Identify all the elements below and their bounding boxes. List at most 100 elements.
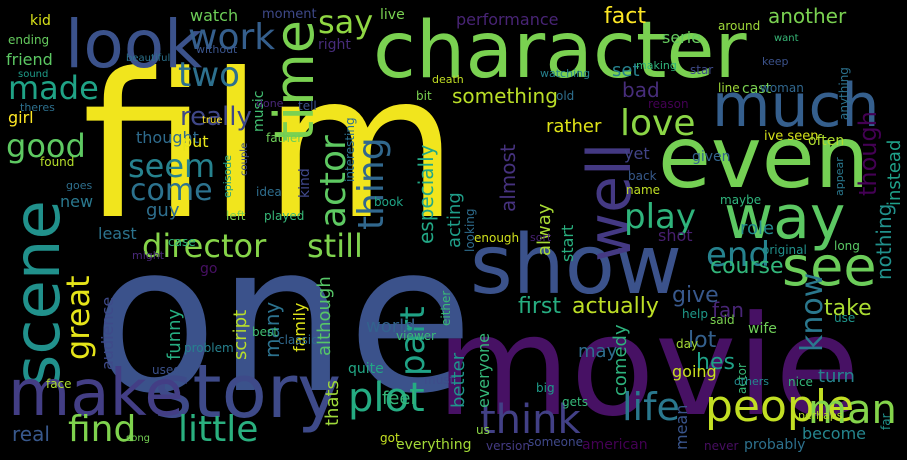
word-plot: plot bbox=[348, 375, 425, 421]
word-take: take bbox=[824, 296, 872, 321]
word-original: original bbox=[762, 243, 807, 257]
word-bit: bit bbox=[416, 89, 432, 103]
word-life: life bbox=[622, 385, 680, 429]
word-episode: episode bbox=[221, 154, 234, 198]
word-great: great bbox=[59, 275, 97, 360]
word-start: start bbox=[558, 224, 577, 262]
word-far: far bbox=[879, 413, 893, 430]
word-true: true bbox=[202, 115, 223, 126]
word-said: said bbox=[710, 313, 735, 327]
word-go: go bbox=[200, 261, 218, 277]
word-version: version bbox=[486, 439, 530, 453]
word-gets: gets bbox=[562, 395, 588, 409]
word-best: best bbox=[252, 325, 278, 339]
word-cast: cast bbox=[742, 81, 772, 97]
word-left: left bbox=[226, 209, 246, 223]
word-new: new bbox=[60, 192, 94, 211]
word-although: although bbox=[314, 276, 335, 356]
word-almost: almost bbox=[496, 144, 520, 212]
word-guy: guy bbox=[146, 200, 180, 221]
word-fact: fact bbox=[604, 4, 646, 29]
word-made: made bbox=[8, 69, 99, 107]
word-script: script bbox=[230, 309, 251, 360]
word-appear: appear bbox=[833, 157, 846, 196]
word-first: first bbox=[518, 294, 561, 319]
word-one: one bbox=[92, 201, 474, 439]
word-goes: goes bbox=[66, 179, 93, 192]
word-really: really bbox=[180, 102, 252, 132]
word-comedy: comedy bbox=[610, 324, 631, 396]
word-feel: feel bbox=[382, 388, 416, 409]
word-live: live bbox=[380, 7, 405, 23]
word-day: day bbox=[676, 337, 699, 351]
word-long: long bbox=[834, 239, 860, 253]
word-time: time bbox=[263, 19, 326, 142]
word-funny: funny bbox=[164, 308, 185, 360]
word-idea: idea bbox=[256, 185, 282, 199]
word-good: good bbox=[6, 127, 86, 165]
word-rather: rather bbox=[546, 116, 602, 137]
word-people: people bbox=[705, 381, 855, 432]
word-shot: shot bbox=[658, 226, 693, 245]
word-star: star bbox=[690, 63, 714, 77]
word-though: though bbox=[854, 111, 882, 196]
word-use: use bbox=[834, 311, 856, 325]
word-film: film bbox=[82, 31, 459, 264]
word-course: course bbox=[710, 254, 784, 279]
word-perhaps: perhaps bbox=[798, 409, 843, 422]
word-still: still bbox=[307, 227, 363, 265]
word-make: make bbox=[8, 357, 184, 431]
word-case: case bbox=[168, 235, 196, 249]
word-seem: seem bbox=[128, 147, 216, 185]
word-another: another bbox=[768, 4, 847, 28]
word-nothing: nothing bbox=[872, 203, 896, 280]
word-might: might bbox=[132, 249, 165, 262]
word-thought: thought bbox=[136, 128, 199, 147]
word-american: american bbox=[582, 437, 648, 453]
word-wife: wife bbox=[748, 321, 777, 337]
word-without: without bbox=[196, 43, 238, 56]
word-us: us bbox=[476, 423, 490, 437]
word-may: may bbox=[578, 341, 618, 362]
word-played: played bbox=[264, 209, 305, 223]
word-thing: thing bbox=[351, 137, 392, 230]
word-keep: keep bbox=[762, 55, 789, 68]
word-father: father bbox=[266, 131, 303, 145]
word-enough: enough bbox=[474, 231, 520, 245]
word-fan: fan bbox=[712, 298, 744, 322]
word-become: become bbox=[802, 424, 867, 443]
word-reason: reason bbox=[648, 97, 689, 111]
word-sort: sort bbox=[530, 231, 552, 244]
word-big: big bbox=[536, 381, 555, 395]
word-world: world bbox=[366, 316, 416, 337]
word-book: book bbox=[374, 195, 404, 209]
word-movie: movie bbox=[436, 286, 860, 447]
word-given: given bbox=[692, 149, 731, 165]
word-help: help bbox=[682, 307, 708, 321]
word-viewer: viewer bbox=[396, 329, 436, 343]
word-work: work bbox=[188, 17, 276, 58]
word-even: even bbox=[658, 108, 870, 208]
word-going: going bbox=[672, 362, 717, 381]
word-theres: theres bbox=[20, 101, 55, 114]
word-often: often bbox=[808, 133, 845, 149]
word-face: face bbox=[46, 377, 72, 391]
word-give: give bbox=[672, 283, 719, 308]
word-love: love bbox=[620, 103, 696, 144]
word-nice: nice bbox=[788, 375, 813, 389]
word-others: others bbox=[734, 375, 770, 388]
word-look: look bbox=[65, 6, 203, 83]
word-interesting: interesting bbox=[343, 117, 357, 182]
word-turn: turn bbox=[818, 366, 855, 387]
word-watching: watching bbox=[540, 67, 591, 80]
word-around: around bbox=[718, 19, 761, 33]
word-put: put bbox=[182, 132, 209, 151]
word-actually: actually bbox=[572, 294, 659, 319]
word-girl: girl bbox=[8, 108, 34, 127]
word-think: think bbox=[480, 397, 581, 443]
word-find: find bbox=[68, 409, 137, 450]
word-right: right bbox=[318, 37, 351, 53]
word-woman: woman bbox=[760, 81, 804, 95]
word-audience: audience bbox=[98, 296, 117, 370]
